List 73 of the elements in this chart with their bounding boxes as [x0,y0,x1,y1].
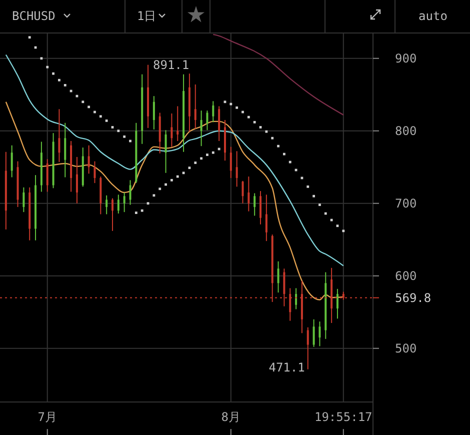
point [64,84,66,86]
text: 1日 [137,9,156,23]
candlestick [76,156,78,204]
line-series [5,101,344,300]
point [265,130,268,133]
point [152,194,156,197]
point [236,106,238,109]
candlestick [58,108,60,163]
point [99,115,102,118]
candlestick [106,194,108,215]
point [212,151,214,154]
candlestick [88,144,90,174]
candlestick [260,190,262,225]
candlestick [236,150,238,188]
point [123,135,126,138]
candlestick [248,176,250,212]
point [40,57,43,60]
x-tick-label: 8月 [221,410,241,424]
x-tick-label: 7月 [38,410,57,424]
point [140,209,144,212]
candlestick [10,144,13,178]
point [306,185,310,188]
candlestick [336,288,338,320]
point [88,106,90,108]
y-tick-label: 500 [395,341,417,356]
candlestick [164,130,167,174]
point [82,100,84,104]
point [253,120,256,124]
candlestick [277,260,280,294]
point [117,130,120,132]
x-tick-label: 19:55:17 [314,410,372,424]
candlestick [123,192,126,213]
candlestick [306,326,309,370]
y-tick-label: 600 [395,268,417,283]
point [247,116,250,118]
candlestick [242,180,244,204]
point [271,136,274,140]
candlestick [212,100,214,123]
candlestick [194,84,196,130]
candlestick [206,110,208,131]
point [342,230,345,232]
candlestick [170,112,173,148]
candlestick [318,321,321,347]
y-tick-label: 700 [395,196,417,210]
ref-line-label: 569.8 [395,290,432,305]
point [46,66,49,68]
candlestick [312,318,315,348]
candlestick [64,122,66,178]
candlestick [254,192,256,216]
y-tick-label: 800 [395,124,417,138]
candlestick [129,180,132,206]
candlestick [200,110,202,147]
annotation: 891.1 [153,58,190,72]
candlestick [230,146,232,178]
candlestick [22,186,25,213]
candlestick [152,96,155,130]
candlestick [117,194,120,214]
annotation: 471.1 [268,360,305,374]
text: BCHUSD [12,9,56,23]
candlestick [265,194,268,242]
point [158,188,162,190]
line-series [212,34,344,116]
y-tick-label: 900 [395,51,417,66]
line-series [5,54,344,266]
candlestick [295,288,298,310]
candlestick [176,106,179,142]
point [282,152,286,156]
point [28,36,31,39]
candlestick [111,198,114,232]
text: auto [418,9,448,23]
candlestick [218,106,220,142]
candlestick [94,160,96,184]
candlestick [46,158,48,192]
